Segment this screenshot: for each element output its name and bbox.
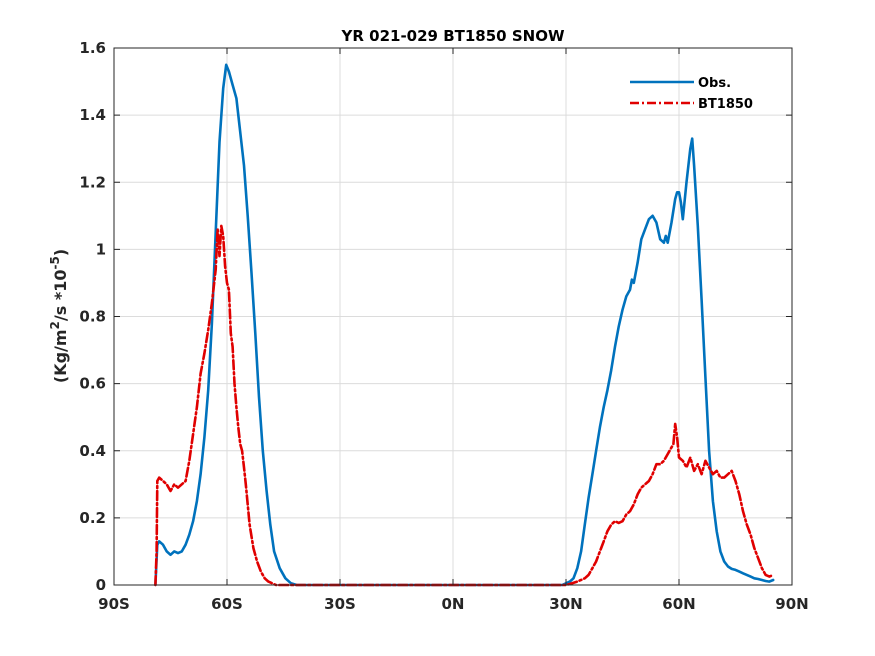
y-tick-labels: 0 0.2 0.4 0.6 0.8 1 1.2 1.4 1.6 xyxy=(79,39,106,594)
series-line-bt1850 xyxy=(154,224,775,587)
x-tick-label: 30N xyxy=(549,595,582,613)
y-tick-label: 0.2 xyxy=(79,509,106,527)
x-tick-label: 0N xyxy=(442,595,465,613)
axis-ticks xyxy=(113,47,793,586)
ylabel-prefix: (Kg/m xyxy=(51,329,70,383)
grid xyxy=(114,48,792,585)
x-tick-label: 30S xyxy=(324,595,356,613)
y-tick-label: 0.8 xyxy=(79,308,106,326)
x-tick-label: 60S xyxy=(211,595,243,613)
series-line-obs xyxy=(154,63,775,587)
series-layer xyxy=(154,63,775,587)
y-tick-label: 0 xyxy=(96,576,106,594)
legend-label-bt1850: BT1850 xyxy=(698,97,753,112)
chart-title: YR 021-029 BT1850 SNOW xyxy=(341,27,565,45)
y-axis-label: (Kg/m2/s *10-5) xyxy=(48,249,70,383)
ylabel-suffix: ) xyxy=(51,249,70,256)
x-tick-label: 90S xyxy=(98,595,130,613)
y-tick-label: 0.4 xyxy=(79,442,106,460)
legend: Obs. BT1850 xyxy=(630,76,753,112)
ylabel-mid: /s *10 xyxy=(51,270,70,322)
y-tick-label: 1.2 xyxy=(79,173,106,191)
y-tick-label: 0.6 xyxy=(79,375,106,393)
legend-label-obs: Obs. xyxy=(698,76,731,91)
ylabel-sup2: -5 xyxy=(48,256,62,269)
ylabel-sup1: 2 xyxy=(48,321,62,329)
y-tick-label: 1 xyxy=(96,240,106,258)
y-tick-label: 1.6 xyxy=(79,39,106,57)
x-tick-labels: 90S 60S 30S 0N 30N 60N 90N xyxy=(98,595,809,613)
y-tick-label: 1.4 xyxy=(79,106,106,124)
x-tick-label: 90N xyxy=(775,595,808,613)
x-tick-label: 60N xyxy=(662,595,695,613)
